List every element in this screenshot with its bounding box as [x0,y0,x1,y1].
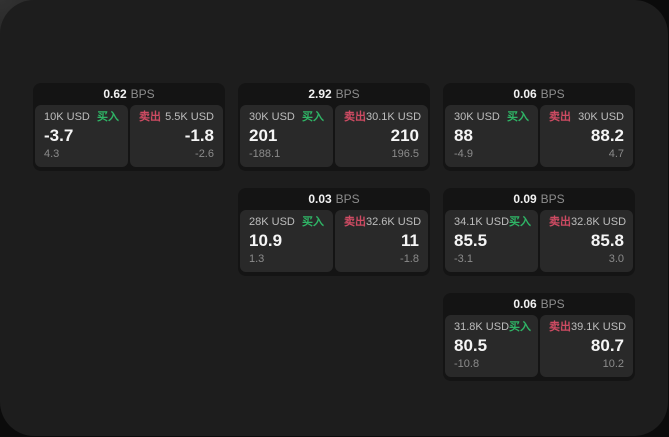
buy-panel[interactable]: 10K USD 买入 -3.7 4.3 [35,105,128,167]
sell-sub-value: 10.2 [602,358,624,370]
sell-sub-value: 3.0 [608,253,624,265]
buy-price: 201 [249,126,278,145]
sell-price: 88.2 [590,126,624,145]
bps-header: 0.03 BPS [238,188,430,210]
sell-amount: 30K USD [578,111,624,123]
bps-header: 2.92 BPS [238,83,430,105]
sell-label: 卖出 [139,111,161,123]
sell-panel[interactable]: 卖出 32.8K USD 85.8 3.0 [540,210,633,272]
sell-sub-value: 4.7 [608,148,624,160]
buy-label: 买入 [509,321,532,333]
buy-panel[interactable]: 31.8K USD 买入 80.5 -10.8 [445,315,538,377]
sell-amount: 32.8K USD [571,216,627,228]
sell-price: -1.8 [184,126,214,145]
sell-panel[interactable]: 卖出 5.5K USD -1.8 -2.6 [130,105,223,167]
bps-unit: BPS [540,297,565,311]
bps-unit: BPS [540,87,565,101]
buy-sub-value: -10.8 [454,358,480,370]
buy-amount: 34.1K USD [454,216,510,228]
sell-price: 85.8 [590,231,624,250]
bps-unit: BPS [335,192,360,206]
buy-label: 买入 [302,216,324,228]
sell-label: 卖出 [549,321,571,333]
buy-price: 85.5 [454,231,488,250]
buy-amount: 28K USD [249,216,295,228]
buy-amount: 30K USD [454,111,500,123]
buy-sub-value: -3.1 [454,253,473,265]
sell-amount: 5.5K USD [165,111,214,123]
bps-header: 0.62 BPS [33,83,225,105]
bps-value: 0.06 [513,297,537,311]
sell-label: 卖出 [344,111,366,123]
buy-label: 买入 [302,111,324,123]
buy-panel[interactable]: 28K USD 买入 10.9 1.3 [240,210,333,272]
buy-amount: 31.8K USD [454,321,510,333]
sell-label: 卖出 [549,111,571,123]
bps-header: 0.06 BPS [443,83,635,105]
bps-header: 0.06 BPS [443,293,635,315]
bps-header: 0.09 BPS [443,188,635,210]
bps-unit: BPS [130,87,155,101]
buy-panel[interactable]: 34.1K USD 买入 85.5 -3.1 [445,210,538,272]
sell-amount: 32.6K USD [366,216,422,228]
bps-value: 0.06 [513,87,537,101]
buy-sub-value: 1.3 [249,253,265,265]
buy-label: 买入 [509,216,532,228]
bps-unit: BPS [540,192,565,206]
sell-panel[interactable]: 卖出 32.6K USD 11 -1.8 [335,210,428,272]
sell-price: 80.7 [590,336,624,355]
buy-panel[interactable]: 30K USD 买入 88 -4.9 [445,105,538,167]
buy-label: 买入 [507,111,529,123]
bps-unit: BPS [335,87,360,101]
buy-sub-value: 4.3 [44,148,60,160]
sell-sub-value: -2.6 [195,148,214,160]
bps-value: 2.92 [308,87,332,101]
bps-value: 0.09 [513,192,537,206]
sell-panel[interactable]: 卖出 30.1K USD 210 196.5 [335,105,428,167]
sell-panel[interactable]: 卖出 39.1K USD 80.7 10.2 [540,315,633,377]
sell-sub-value: 196.5 [391,148,419,160]
sell-price: 210 [390,126,419,145]
sell-label: 卖出 [344,216,366,228]
buy-price: -3.7 [44,126,74,145]
sell-panel[interactable]: 卖出 30K USD 88.2 4.7 [540,105,633,167]
buy-price: 88 [454,126,473,145]
quote-card: 0.03 BPS 28K USD 买入 10.9 1.3 卖出 32.6K US… [238,188,430,276]
buy-sub-value: -188.1 [249,148,281,160]
buy-price: 10.9 [249,231,283,250]
buy-label: 买入 [97,111,119,123]
quote-card: 0.06 BPS 30K USD 买入 88 -4.9 卖出 30K USD 8… [443,83,635,171]
sell-price: 11 [401,231,419,250]
quote-card: 0.06 BPS 31.8K USD 买入 80.5 -10.8 卖出 39.1… [443,293,635,381]
sell-sub-value: -1.8 [400,253,419,265]
sell-amount: 30.1K USD [366,111,422,123]
quote-card: 0.09 BPS 34.1K USD 买入 85.5 -3.1 卖出 32.8K… [443,188,635,276]
buy-panel[interactable]: 30K USD 买入 201 -188.1 [240,105,333,167]
bps-value: 0.03 [308,192,332,206]
buy-amount: 10K USD [44,111,90,123]
quote-card: 0.62 BPS 10K USD 买入 -3.7 4.3 卖出 5.5K USD… [33,83,225,171]
bps-value: 0.62 [103,87,127,101]
buy-price: 80.5 [454,336,488,355]
sell-amount: 39.1K USD [571,321,627,333]
quote-card: 2.92 BPS 30K USD 买入 201 -188.1 卖出 30.1K … [238,83,430,171]
buy-amount: 30K USD [249,111,295,123]
buy-sub-value: -4.9 [454,148,473,160]
sell-label: 卖出 [549,216,571,228]
